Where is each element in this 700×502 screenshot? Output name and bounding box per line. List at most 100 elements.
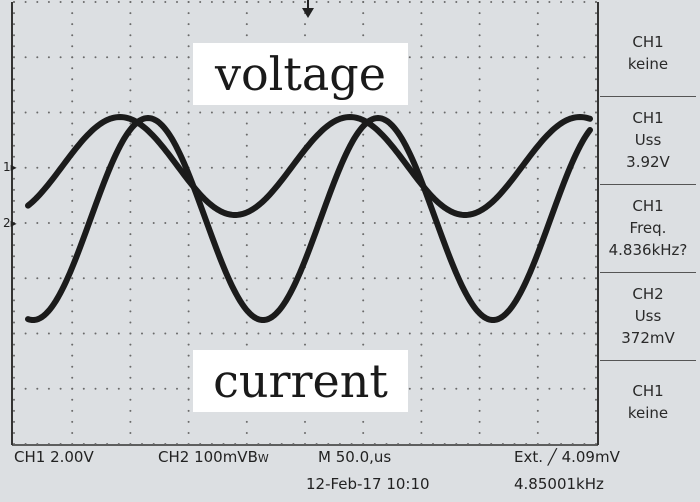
grid-dot	[187, 1, 190, 3]
grid-dot	[164, 387, 167, 390]
grid-dot	[478, 288, 481, 291]
grid-dot	[595, 122, 597, 125]
grid-dot	[234, 222, 237, 224]
grid-dot	[420, 409, 423, 412]
grid-dot	[501, 1, 504, 3]
grid-dot	[245, 277, 248, 280]
grid-dot	[595, 310, 597, 313]
grid-dot	[595, 233, 597, 236]
menu-box-3[interactable]: CH1 Freq. 4.836kHz?	[600, 186, 696, 270]
grid-dot	[94, 166, 97, 169]
grid-dot	[443, 277, 446, 280]
grid-dot	[595, 67, 597, 70]
grid-dot	[245, 332, 248, 335]
grid-dot	[210, 277, 213, 280]
grid-dot	[304, 244, 306, 247]
grid-dot	[71, 288, 74, 291]
grid-dot	[13, 211, 15, 213]
grid-dot	[13, 299, 15, 302]
grid-dot	[513, 387, 516, 390]
grid-dot	[478, 255, 481, 258]
grid-dot	[71, 56, 74, 59]
grid-dot	[245, 133, 248, 136]
grid-dot	[71, 199, 74, 202]
grid-dot	[560, 111, 563, 114]
grid-dot	[513, 1, 516, 3]
grid-dot	[420, 443, 423, 445]
grid-dot	[443, 443, 446, 445]
date-time-readout: 12-Feb-17 10:10	[306, 475, 430, 493]
grid-dot	[13, 420, 15, 423]
menu-box-1[interactable]: CH1 keine	[600, 12, 696, 94]
grid-dot	[478, 420, 481, 423]
grid-dot	[478, 277, 481, 280]
grid-dot	[304, 199, 306, 202]
grid-dot	[420, 266, 423, 269]
grid-dot	[315, 111, 318, 114]
grid-dot	[595, 89, 597, 92]
grid-dot	[106, 387, 109, 390]
grid-dot	[467, 443, 469, 445]
grid-dot	[187, 299, 190, 302]
grid-dot	[420, 111, 423, 114]
grid-dot	[513, 443, 516, 445]
grid-dot	[187, 67, 190, 70]
grid-dot	[548, 1, 551, 3]
grid-dot	[536, 188, 539, 191]
grid-dot	[82, 222, 85, 224]
grid-dot	[478, 67, 481, 70]
grid-dot	[443, 166, 446, 169]
grid-dot	[47, 332, 50, 335]
grid-dot	[467, 111, 469, 114]
grid-dot	[71, 45, 74, 48]
grid-dot	[187, 23, 190, 26]
grid-dot	[536, 155, 539, 158]
grid-dot	[245, 12, 248, 15]
grid-dot	[362, 443, 365, 445]
grid-dot	[269, 443, 272, 445]
grid-dot	[59, 387, 62, 390]
grid-dot	[327, 166, 330, 169]
grid-dot	[385, 222, 388, 224]
grid-dot	[560, 443, 563, 445]
grid-dot	[222, 277, 225, 280]
grid-dot	[245, 432, 248, 434]
grid-dot	[536, 211, 539, 213]
grid-dot	[13, 376, 15, 379]
grid-dot	[362, 432, 365, 434]
grid-dot	[187, 111, 190, 114]
grid-dot	[129, 89, 132, 92]
grid-dot	[595, 188, 597, 191]
grid-dot	[501, 222, 504, 224]
grid-dot	[362, 420, 365, 423]
grid-dot	[443, 387, 446, 390]
grid-dot	[245, 34, 248, 37]
grid-dot	[13, 122, 15, 125]
voltage-label-text: voltage	[215, 47, 386, 101]
grid-dot	[13, 354, 15, 357]
grid-dot	[24, 1, 27, 3]
grid-dot	[595, 354, 597, 357]
grid-dot	[420, 310, 423, 313]
grid-dot	[571, 443, 574, 445]
grid-dot	[129, 12, 132, 15]
grid-dot	[571, 111, 574, 114]
grid-dot	[420, 133, 423, 136]
panel-separator	[600, 96, 696, 97]
grid-dot	[490, 387, 493, 390]
menu-box-1-line-1: CH1	[632, 33, 664, 51]
menu-box-2[interactable]: CH1 Uss 3.92V	[600, 98, 696, 182]
grid-dot	[13, 310, 15, 313]
grid-dot	[210, 332, 213, 335]
grid-dot	[13, 365, 15, 368]
grid-dot	[467, 277, 469, 280]
marker-arrow-icon: ▸	[10, 216, 17, 230]
menu-box-4-line-3: 372mV	[621, 329, 675, 347]
grid-dot	[595, 23, 597, 26]
menu-box-4[interactable]: CH2 Uss 372mV	[600, 274, 696, 358]
grid-dot	[36, 222, 39, 224]
grid-dot	[362, 199, 365, 202]
grid-dot	[47, 277, 50, 280]
menu-box-5[interactable]: CH1 keine	[600, 362, 696, 442]
grid-dot	[257, 443, 260, 445]
